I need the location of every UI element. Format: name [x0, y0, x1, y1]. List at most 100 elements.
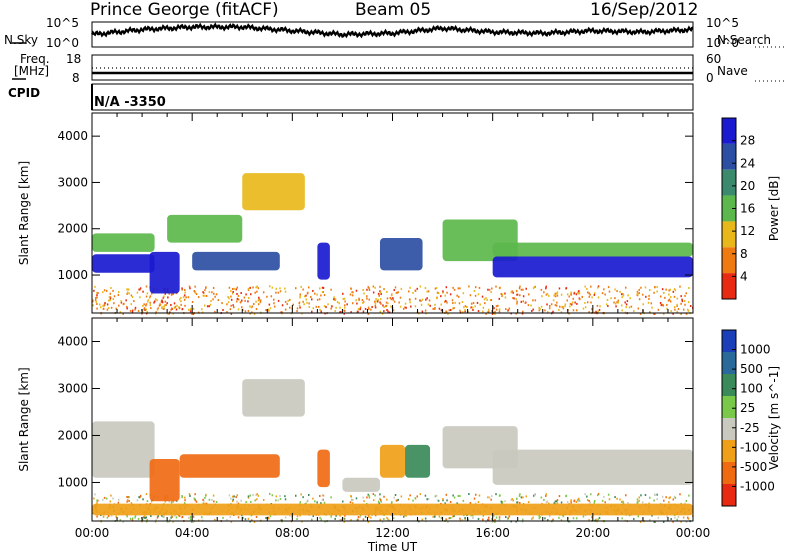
power-speckle: [594, 294, 596, 296]
power-speckle: [559, 306, 561, 308]
velocity-speckle: [566, 495, 568, 497]
power-speckle: [558, 309, 560, 311]
power-speckle: [237, 298, 239, 300]
velocity-speckle: [237, 494, 239, 496]
power-speckle: [244, 300, 246, 302]
power-speckle: [405, 303, 407, 305]
velocity-speckle: [373, 499, 375, 501]
velocity-speckle: [482, 518, 484, 520]
velocity-band-9: [493, 450, 693, 485]
nsky-label: N.Sky: [4, 33, 38, 47]
power-speckle: [184, 294, 186, 296]
power-speckle: [378, 293, 380, 295]
velocity-speckle: [211, 499, 213, 501]
power-speckle: [325, 306, 327, 308]
power-speckle: [312, 290, 314, 292]
velocity-speckle: [383, 518, 385, 520]
power-speckle: [649, 289, 651, 291]
power-speckle: [175, 306, 177, 308]
power-colorbar-label: 24: [740, 156, 755, 170]
power-speckle: [470, 306, 472, 308]
velocity-speckle: [194, 498, 196, 500]
power-speckle: [631, 306, 633, 308]
power-speckle: [109, 296, 111, 298]
power-speckle: [170, 304, 172, 306]
power-speckle: [570, 292, 572, 294]
power-speckle: [118, 291, 120, 293]
velocity-speckle: [409, 494, 411, 496]
power-speckle: [368, 287, 370, 289]
velocity-speckle: [324, 502, 326, 504]
velocity-speckle: [594, 500, 596, 502]
power-speckle: [363, 310, 365, 312]
power-speckle: [688, 301, 690, 303]
velocity-speckle: [446, 494, 448, 496]
power-speckle: [660, 296, 662, 298]
velocity-speckle: [491, 495, 493, 497]
power-speckle: [450, 293, 452, 295]
velocity-speckle: [426, 498, 428, 500]
power-speckle: [618, 300, 620, 302]
power-speckle: [310, 296, 312, 298]
power-speckle: [426, 291, 428, 293]
power-speckle: [382, 304, 384, 306]
power-speckle: [375, 303, 377, 305]
power-speckle: [96, 292, 98, 294]
power-speckle: [174, 302, 176, 304]
power-speckle: [626, 303, 628, 305]
power-speckle: [444, 295, 446, 297]
power-speckle: [125, 299, 127, 301]
power-speckle: [505, 308, 507, 310]
power-speckle: [193, 308, 195, 310]
velocity-speckle: [245, 518, 247, 520]
power-speckle: [394, 301, 396, 303]
power-speckle: [464, 309, 466, 311]
power-speckle: [167, 296, 169, 298]
nsearch-tick-bottom: 10^0: [706, 36, 739, 50]
velocity-speckle: [589, 501, 591, 503]
date-label: 16/Sep/2012: [590, 0, 698, 20]
velocity-speckle: [507, 518, 509, 520]
velocity-speckle: [437, 499, 439, 501]
power-speckle: [365, 308, 367, 310]
power-speckle: [236, 293, 238, 295]
power-speckle: [615, 305, 617, 307]
power-speckle: [131, 303, 133, 305]
velocity-speckle: [614, 496, 616, 498]
freq-unit-label: [MHz]: [14, 64, 49, 78]
power-speckle: [146, 285, 148, 287]
power-speckle: [99, 304, 101, 306]
power-speckle: [474, 305, 476, 307]
power-speckle: [434, 308, 436, 310]
power-speckle: [138, 289, 140, 291]
velocity-speckle: [578, 498, 580, 500]
power-speckle: [202, 291, 204, 293]
power-speckle: [645, 286, 647, 288]
power-speckle: [276, 288, 278, 290]
power-speckle: [686, 292, 688, 294]
power-speckle: [523, 295, 525, 297]
power-speckle: [300, 286, 302, 288]
power-speckle: [275, 292, 277, 294]
velocity-speckle: [103, 516, 105, 518]
power-speckle: [408, 290, 410, 292]
xtick-label: 08:00: [275, 526, 310, 540]
velocity-speckle: [94, 493, 96, 495]
power-speckle: [249, 305, 251, 307]
velocity-speckle: [297, 515, 299, 517]
power-speckle: [485, 297, 487, 299]
rti-plot: 1000200030004000Slant Range [km]10002000…: [0, 0, 800, 554]
power-speckle: [265, 309, 267, 311]
power-speckle: [176, 305, 178, 307]
power-colorbar-label: 20: [740, 179, 755, 193]
power-speckle: [96, 296, 98, 298]
velocity-colorbar-label: 500: [740, 362, 763, 376]
velocity-speckle: [232, 496, 234, 498]
velocity-speckle: [545, 495, 547, 497]
power-speckle: [299, 297, 301, 299]
power-speckle: [487, 299, 489, 301]
power-speckle: [425, 299, 427, 301]
velocity-speckle: [146, 493, 148, 495]
power-speckle: [428, 290, 430, 292]
power-speckle: [522, 289, 524, 291]
